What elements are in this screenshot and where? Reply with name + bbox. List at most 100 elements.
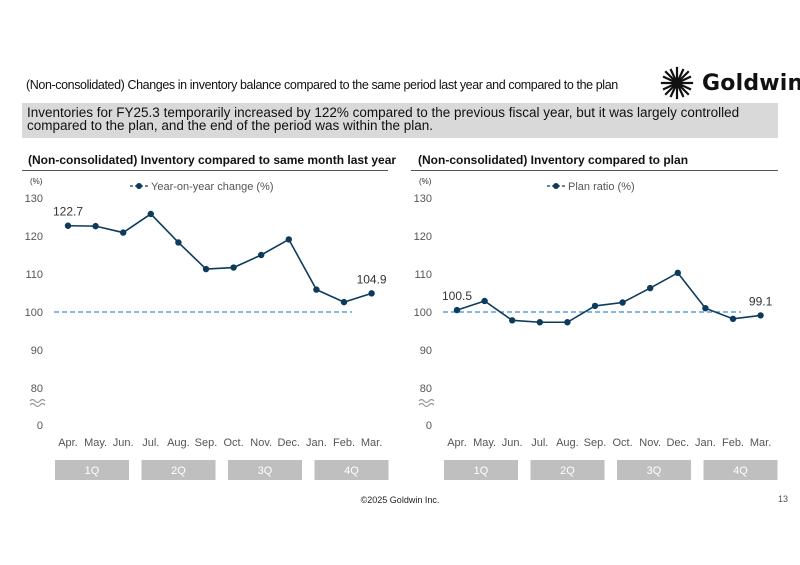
brand-logo: Goldwin bbox=[660, 66, 800, 100]
data-point bbox=[313, 286, 320, 293]
data-point bbox=[536, 319, 543, 326]
y-tick-label: 90 bbox=[31, 345, 43, 357]
x-tick-label: Dec. bbox=[277, 437, 300, 449]
quarter-box bbox=[444, 460, 518, 480]
y-tick-label: 130 bbox=[414, 193, 432, 205]
y-tick-label: 90 bbox=[420, 345, 432, 357]
data-point bbox=[230, 264, 237, 271]
series-line bbox=[456, 271, 761, 324]
x-tick-label: Aug. bbox=[556, 437, 579, 449]
logo-wordmark: Goldwin bbox=[702, 70, 800, 96]
chart-title-yoy: (Non-consolidated) Inventory compared to… bbox=[28, 153, 397, 167]
data-point bbox=[285, 236, 292, 243]
legend-label: Plan ratio (%) bbox=[568, 181, 635, 193]
x-tick-label: Sep. bbox=[584, 437, 607, 449]
data-point bbox=[591, 302, 599, 310]
title-divider-yoy bbox=[22, 170, 388, 171]
data-point bbox=[258, 251, 265, 259]
x-tick-label: Jul. bbox=[142, 437, 159, 449]
quarter-box bbox=[55, 460, 129, 480]
page-number: 13 bbox=[777, 494, 788, 504]
quarter-label: 3Q bbox=[258, 465, 273, 477]
data-label: 100.5 bbox=[442, 289, 472, 303]
data-point bbox=[368, 290, 375, 297]
x-tick-label: Oct. bbox=[224, 437, 244, 449]
quarter-box bbox=[228, 460, 302, 480]
x-tick-label: Apr. bbox=[58, 437, 78, 449]
y-tick-label: 110 bbox=[414, 269, 432, 281]
x-tick-label: Sep. bbox=[195, 437, 218, 449]
axis-break-icon bbox=[418, 398, 435, 408]
x-tick-label: May. bbox=[84, 437, 107, 449]
axis-break-wave bbox=[418, 402, 435, 408]
data-point bbox=[120, 229, 127, 236]
title-divider-plan bbox=[411, 170, 778, 171]
x-tick-label: May. bbox=[473, 437, 496, 449]
x-tick-label: Feb. bbox=[333, 437, 355, 449]
x-tick-label: Jan. bbox=[306, 437, 327, 449]
chart-yoy: (%) 130 120 110 100 90 80 0 Year-on-year change … bbox=[25, 177, 389, 480]
x-tick-label: Jun. bbox=[502, 437, 523, 449]
y-tick-label: 120 bbox=[25, 231, 43, 243]
x-tick-label: Mar. bbox=[750, 437, 771, 449]
data-point bbox=[564, 319, 571, 326]
quarter-box bbox=[141, 460, 216, 480]
y-tick-label: 100 bbox=[414, 307, 432, 319]
quarter-box bbox=[617, 460, 691, 480]
data-label: 104.9 bbox=[357, 272, 387, 286]
data-point bbox=[147, 210, 154, 218]
data-point bbox=[481, 297, 488, 305]
x-tick-label: Mar. bbox=[361, 437, 382, 449]
quarter-label: 1Q bbox=[474, 465, 489, 477]
y-tick-label: 110 bbox=[25, 269, 43, 281]
quarter-label: 3Q bbox=[647, 465, 662, 477]
chart-plan: (%) 130 120 110 100 90 80 0 Plan ratio (%) 100.5 9… bbox=[414, 177, 778, 480]
data-point bbox=[453, 306, 461, 314]
x-tick-label: Apr. bbox=[447, 437, 467, 449]
quarter-label: 4Q bbox=[733, 465, 748, 477]
page-title: (Non-consolidated) Changes in inventory … bbox=[26, 78, 618, 92]
data-point bbox=[340, 298, 348, 306]
axis-break-icon bbox=[29, 398, 46, 408]
y-tick-label: 100 bbox=[25, 307, 43, 319]
data-point bbox=[202, 265, 210, 273]
legend-marker bbox=[553, 183, 559, 189]
data-point bbox=[509, 317, 516, 324]
quarter-label: 4Q bbox=[344, 465, 359, 477]
axis-break-wave bbox=[418, 398, 435, 404]
y-tick-label: 80 bbox=[420, 383, 432, 395]
data-label: 122.7 bbox=[53, 205, 83, 219]
quarter-label: 2Q bbox=[171, 465, 186, 477]
quarter-box bbox=[703, 460, 778, 480]
y-tick-label: 80 bbox=[31, 383, 43, 395]
series-line bbox=[67, 212, 372, 303]
quarter-box bbox=[314, 460, 389, 480]
data-point bbox=[619, 299, 626, 306]
data-point bbox=[64, 222, 72, 229]
data-point bbox=[175, 239, 182, 246]
data-point bbox=[674, 269, 681, 277]
quarter-label: 1Q bbox=[85, 465, 100, 477]
y-tick-label: 0 bbox=[426, 420, 432, 432]
copyright-text: ©2025 Goldwin Inc. bbox=[360, 495, 440, 505]
chart-title-plan: (Non-consolidated) Inventory compared to… bbox=[418, 153, 689, 167]
x-tick-label: Nov. bbox=[639, 437, 661, 449]
summary-banner: Inventories for FY25.3 temporarily incre… bbox=[22, 103, 778, 138]
x-tick-label: Jan. bbox=[695, 437, 716, 449]
quarter-box bbox=[530, 460, 605, 480]
legend-label: Year-on-year change (%) bbox=[151, 181, 274, 193]
data-point bbox=[92, 222, 99, 230]
data-point bbox=[757, 312, 764, 319]
x-tick-label: Nov. bbox=[250, 437, 272, 449]
data-point bbox=[729, 315, 737, 323]
x-tick-label: Oct. bbox=[613, 437, 633, 449]
data-label: 99.1 bbox=[749, 294, 773, 308]
data-point bbox=[702, 305, 709, 312]
legend-marker bbox=[136, 183, 142, 189]
x-tick-label: Jun. bbox=[113, 437, 134, 449]
x-tick-label: Feb. bbox=[722, 437, 744, 449]
goldwin-logo-icon bbox=[660, 66, 694, 100]
data-point bbox=[647, 284, 654, 292]
y-tick-label: 120 bbox=[414, 231, 432, 243]
x-tick-label: Jul. bbox=[531, 437, 548, 449]
